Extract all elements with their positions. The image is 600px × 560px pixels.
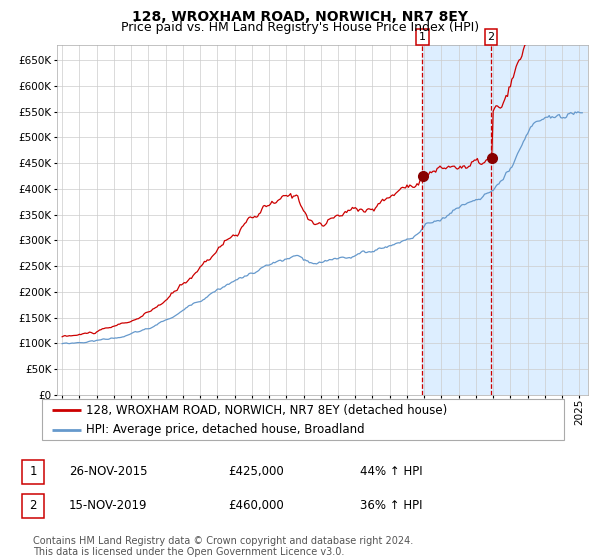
Text: 26-NOV-2015: 26-NOV-2015 xyxy=(69,465,148,478)
Text: 128, WROXHAM ROAD, NORWICH, NR7 8EY: 128, WROXHAM ROAD, NORWICH, NR7 8EY xyxy=(132,10,468,24)
Text: Price paid vs. HM Land Registry's House Price Index (HPI): Price paid vs. HM Land Registry's House … xyxy=(121,21,479,34)
Text: 128, WROXHAM ROAD, NORWICH, NR7 8EY (detached house): 128, WROXHAM ROAD, NORWICH, NR7 8EY (det… xyxy=(86,404,448,417)
Bar xyxy=(422,45,600,395)
Text: £460,000: £460,000 xyxy=(228,499,284,512)
Text: 1: 1 xyxy=(29,465,37,478)
Text: 36% ↑ HPI: 36% ↑ HPI xyxy=(360,499,422,512)
Text: HPI: Average price, detached house, Broadland: HPI: Average price, detached house, Broa… xyxy=(86,423,365,436)
FancyBboxPatch shape xyxy=(42,399,564,440)
Text: 15-NOV-2019: 15-NOV-2019 xyxy=(69,499,148,512)
Text: £425,000: £425,000 xyxy=(228,465,284,478)
Text: 2: 2 xyxy=(29,499,37,512)
Text: 2: 2 xyxy=(488,32,494,42)
Text: 1: 1 xyxy=(419,32,426,42)
Text: Contains HM Land Registry data © Crown copyright and database right 2024.
This d: Contains HM Land Registry data © Crown c… xyxy=(33,535,413,557)
Text: 44% ↑ HPI: 44% ↑ HPI xyxy=(360,465,422,478)
